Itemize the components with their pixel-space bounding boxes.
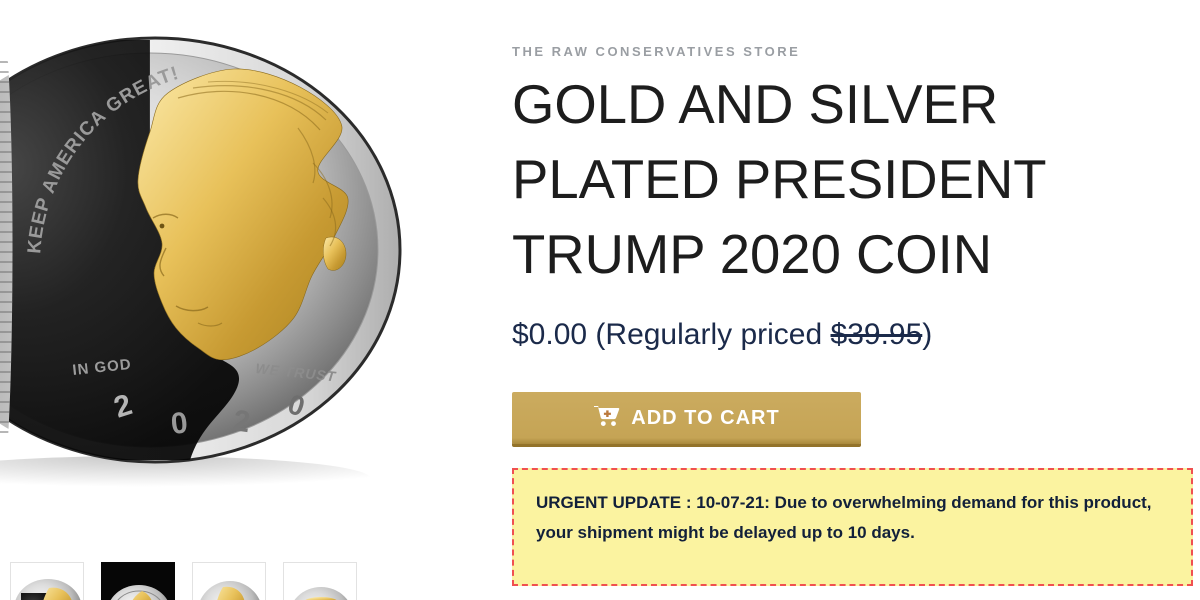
svg-text:0: 0 (169, 406, 189, 441)
